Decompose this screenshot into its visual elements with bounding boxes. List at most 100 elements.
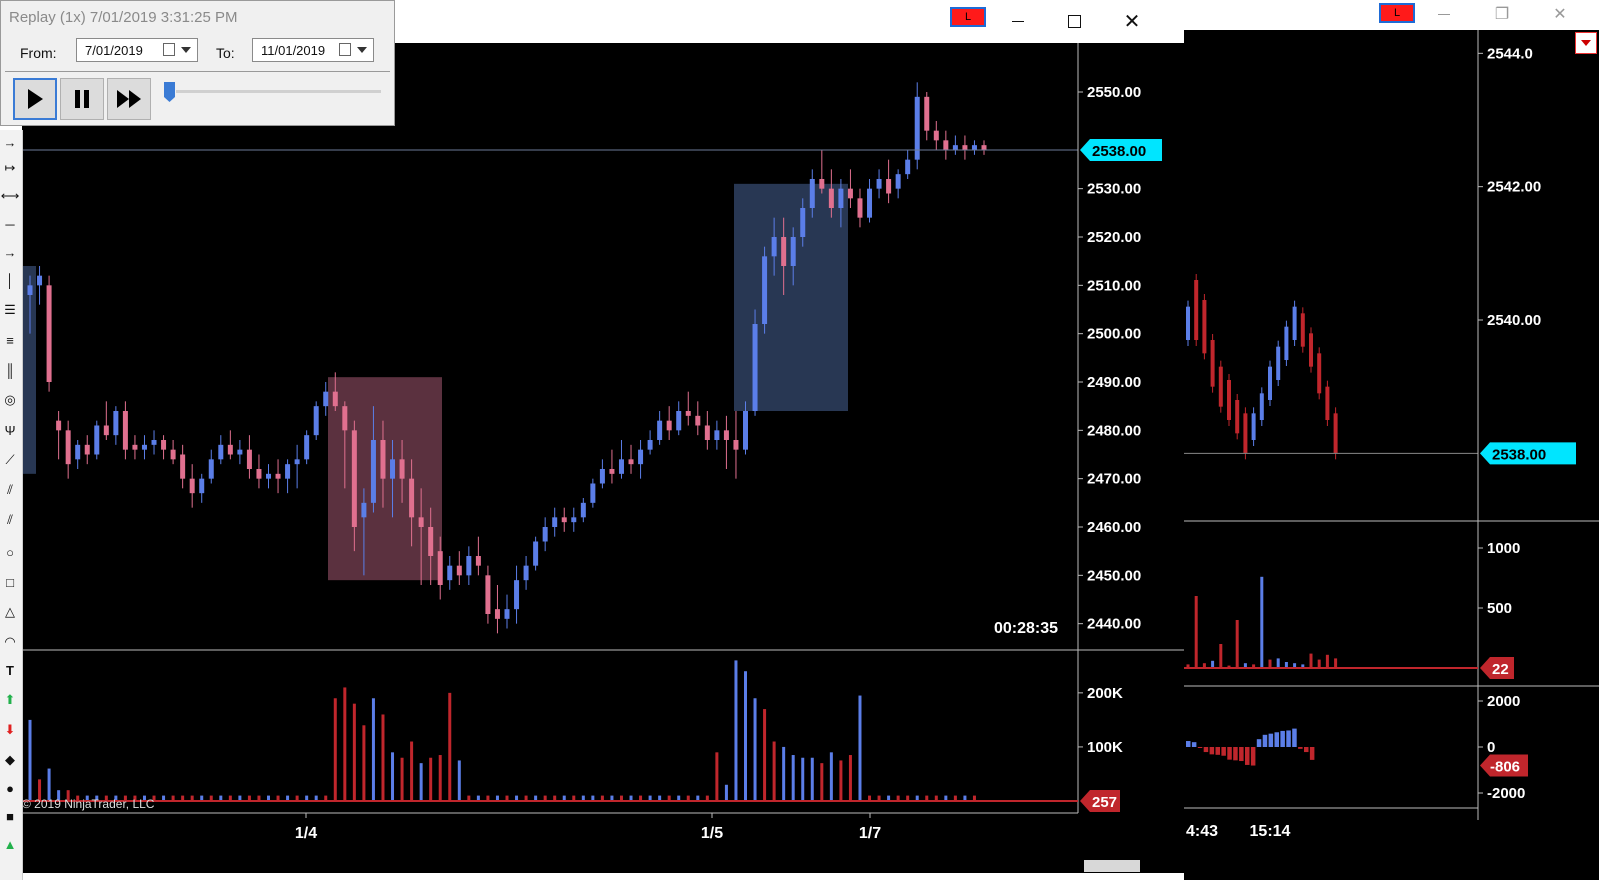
volume-bar bbox=[152, 795, 156, 801]
volume-bar bbox=[133, 795, 137, 801]
volume-bar bbox=[28, 719, 32, 801]
candle-body bbox=[733, 440, 739, 450]
volume-bar bbox=[1268, 659, 1272, 668]
volume-bar bbox=[38, 779, 42, 801]
pause-button[interactable] bbox=[60, 78, 104, 120]
volume-bar bbox=[85, 795, 89, 801]
candle-body bbox=[723, 430, 729, 440]
volume-bar bbox=[171, 795, 175, 801]
price-tick-label: 2550.00 bbox=[1087, 84, 1141, 101]
candle-body bbox=[46, 285, 52, 382]
extended-line-icon[interactable]: ⟷ bbox=[0, 188, 20, 203]
candle-body bbox=[886, 179, 892, 194]
link-badge[interactable]: L bbox=[950, 7, 986, 27]
delta-tick-label: 2000 bbox=[1487, 693, 1520, 710]
candle-body bbox=[914, 96, 920, 160]
price-tick-label: 2490.00 bbox=[1087, 374, 1141, 391]
horizontal-scrollbar[interactable] bbox=[1084, 860, 1140, 872]
maximize-button[interactable] bbox=[1054, 6, 1094, 36]
play-button[interactable] bbox=[13, 78, 57, 120]
delta-bar bbox=[1191, 742, 1197, 747]
calendar-icon[interactable] bbox=[339, 43, 351, 56]
candle-body bbox=[599, 469, 605, 484]
candle-body bbox=[971, 145, 977, 150]
demand-zone bbox=[22, 266, 36, 474]
vertical-line-icon[interactable]: │ bbox=[5, 272, 15, 288]
volume-bar bbox=[887, 795, 891, 801]
volume-bar bbox=[247, 795, 251, 801]
replay-speed-slider[interactable] bbox=[164, 82, 175, 102]
to-date-field[interactable]: 11/01/2019 bbox=[252, 38, 374, 62]
close-button[interactable]: ✕ bbox=[1112, 6, 1152, 36]
candle-body bbox=[447, 565, 453, 581]
volume-bar bbox=[448, 692, 452, 801]
link-badge[interactable]: L bbox=[1379, 3, 1415, 23]
ray-line-icon[interactable]: → bbox=[3, 244, 17, 260]
candle-body bbox=[943, 140, 949, 150]
rectangle-icon[interactable]: □ bbox=[6, 574, 14, 590]
candle-body bbox=[332, 391, 338, 407]
chart-dropdown-button[interactable] bbox=[1575, 32, 1597, 54]
dot-icon[interactable]: ● bbox=[6, 780, 14, 796]
delta-bar bbox=[1250, 747, 1256, 766]
volume-bar bbox=[524, 795, 528, 801]
restore-button[interactable]: ❐ bbox=[1482, 0, 1522, 28]
candle-body bbox=[762, 256, 768, 324]
volume-bar bbox=[782, 746, 786, 801]
volume-bar bbox=[505, 795, 509, 801]
chevron-down-icon[interactable] bbox=[357, 47, 367, 53]
fast-forward-button[interactable] bbox=[107, 78, 151, 120]
regression-channel-icon[interactable]: ⫽ bbox=[7, 482, 13, 497]
replay-speed-track bbox=[176, 90, 381, 93]
diamond-icon[interactable]: ◆ bbox=[5, 752, 15, 767]
gann-fan-icon[interactable]: ⟋ bbox=[5, 452, 15, 467]
fib-retracement-icon[interactable]: ☰ bbox=[4, 302, 16, 317]
volume-bar bbox=[228, 795, 232, 801]
candle-body bbox=[390, 459, 396, 479]
trend-channel-icon[interactable]: ⫽ bbox=[7, 512, 13, 527]
candle-body bbox=[647, 440, 653, 450]
volume-bar bbox=[1219, 644, 1223, 668]
close-button[interactable]: ✕ bbox=[1540, 0, 1580, 28]
minimize-button[interactable] bbox=[998, 6, 1038, 36]
candle-body bbox=[580, 502, 586, 518]
fib-timezone-icon[interactable]: ║ bbox=[5, 362, 15, 378]
candle-body bbox=[94, 425, 100, 455]
arrow-up-icon[interactable]: ⬆ bbox=[4, 692, 16, 707]
candle-body bbox=[141, 444, 147, 450]
volume-bar bbox=[114, 795, 118, 801]
fib-extension-icon[interactable]: ≡ bbox=[6, 332, 14, 348]
candle-body bbox=[351, 430, 357, 527]
triangle-up-icon[interactable]: ▲ bbox=[3, 836, 17, 852]
volume-bar bbox=[57, 790, 61, 801]
volume-bar bbox=[629, 795, 633, 801]
candle-body bbox=[113, 411, 119, 436]
volume-last-tag bbox=[1480, 657, 1514, 679]
fib-circle-icon[interactable]: ◎ bbox=[4, 392, 16, 407]
volume-bar bbox=[162, 795, 166, 801]
volume-bar bbox=[686, 795, 690, 801]
candle-body bbox=[475, 556, 481, 566]
price-chart-panel[interactable]: 2550.00 2530.00 2520.00 2510.00 2500.00 2490.… bbox=[22, 43, 1184, 873]
ray-icon[interactable]: ↦ bbox=[4, 160, 16, 175]
arc-icon[interactable]: ◠ bbox=[4, 634, 16, 649]
volume-bar bbox=[352, 703, 356, 801]
text-icon[interactable]: T bbox=[6, 662, 14, 678]
minimize-icon bbox=[1438, 13, 1450, 15]
andrews-pitchfork-icon[interactable]: Ψ bbox=[4, 422, 16, 438]
ellipse-icon[interactable]: ○ bbox=[6, 544, 14, 560]
minimize-button[interactable] bbox=[1424, 0, 1464, 28]
candle-body bbox=[84, 444, 90, 455]
arrow-down-icon[interactable]: ⬇ bbox=[4, 722, 16, 737]
from-date-field[interactable]: 7/01/2019 bbox=[76, 38, 198, 62]
arrow-line-icon[interactable]: → bbox=[3, 134, 17, 150]
triangle-icon[interactable]: △ bbox=[5, 604, 15, 619]
square-icon[interactable]: ■ bbox=[6, 808, 14, 824]
calendar-icon[interactable] bbox=[163, 43, 175, 56]
volume-bar bbox=[1334, 658, 1338, 668]
candle-body bbox=[208, 459, 214, 479]
volume-bar bbox=[1293, 663, 1297, 668]
chevron-down-icon[interactable] bbox=[181, 47, 191, 53]
horizontal-line-icon[interactable]: ─ bbox=[5, 216, 15, 232]
price-tick-label: 2450.00 bbox=[1087, 567, 1141, 584]
